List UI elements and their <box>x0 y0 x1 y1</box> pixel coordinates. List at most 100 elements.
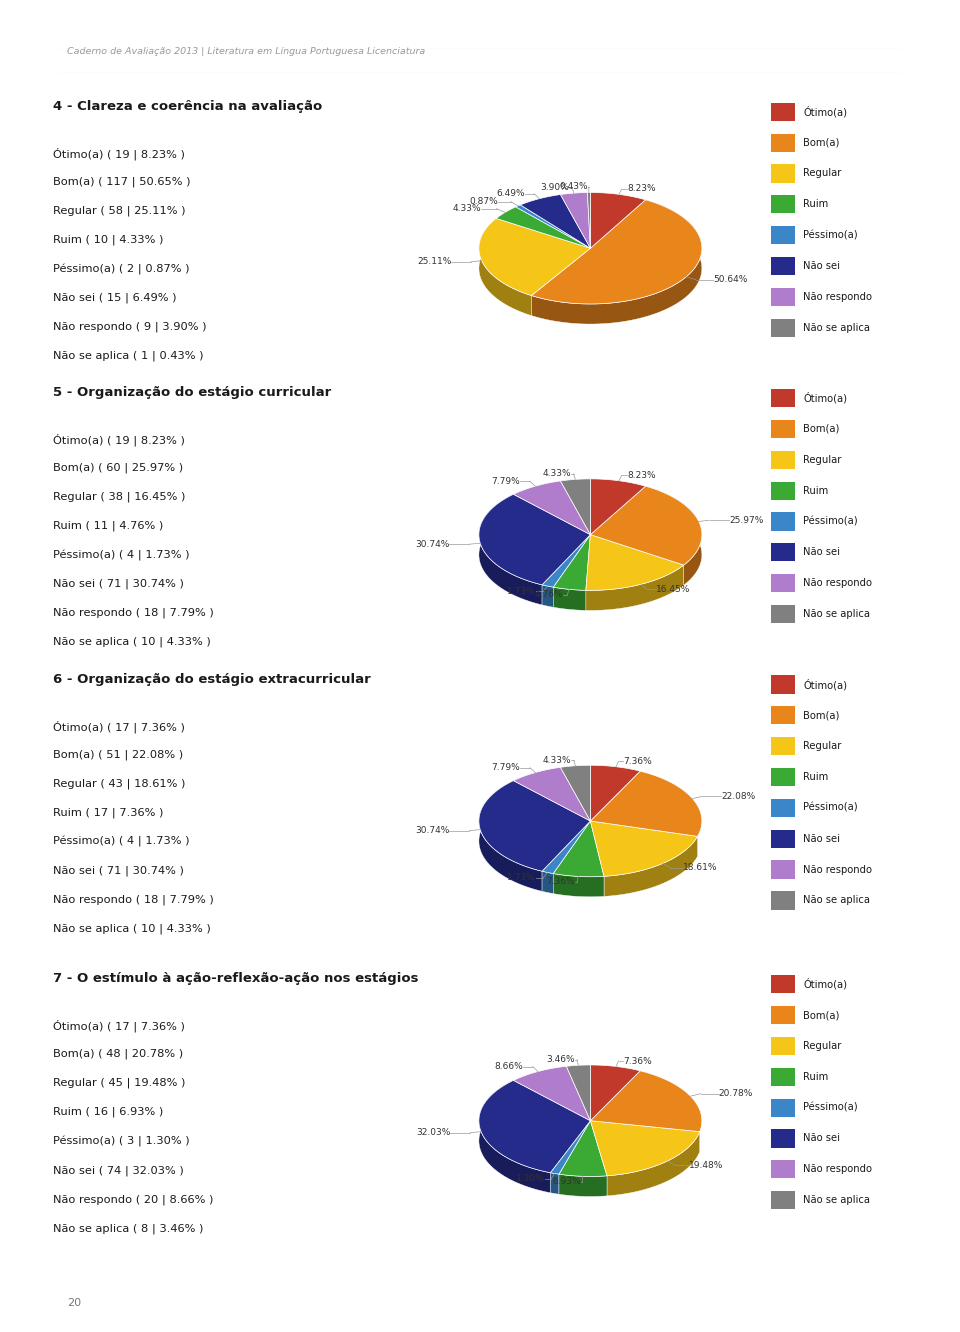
Text: 0.43%: 0.43% <box>560 182 588 192</box>
Text: Não sei: Não sei <box>804 261 840 270</box>
Text: Não sei ( 74 | 32.03% ): Não sei ( 74 | 32.03% ) <box>53 1166 183 1176</box>
Bar <box>772 830 795 848</box>
Polygon shape <box>542 821 590 874</box>
Text: 4.33%: 4.33% <box>453 204 481 213</box>
Text: Ruim: Ruim <box>804 200 828 209</box>
Text: Não respondo ( 9 | 3.90% ): Não respondo ( 9 | 3.90% ) <box>53 321 206 332</box>
Text: Não sei: Não sei <box>804 547 840 557</box>
Polygon shape <box>479 494 590 585</box>
Text: Bom(a) ( 60 | 25.97% ): Bom(a) ( 60 | 25.97% ) <box>53 462 183 473</box>
Text: 0.87%: 0.87% <box>468 197 497 206</box>
Text: 6.49%: 6.49% <box>496 189 525 198</box>
Text: Ruim: Ruim <box>804 1072 828 1082</box>
Polygon shape <box>561 766 590 821</box>
Text: Não sei: Não sei <box>804 1134 840 1143</box>
Polygon shape <box>542 585 553 607</box>
Text: 16.45%: 16.45% <box>656 585 690 594</box>
Text: 5 - Organização do estágio curricular: 5 - Organização do estágio curricular <box>53 386 331 400</box>
Polygon shape <box>553 534 590 590</box>
Text: Não se aplica: Não se aplica <box>804 1195 871 1205</box>
Text: Péssimo(a) ( 4 | 1.73% ): Péssimo(a) ( 4 | 1.73% ) <box>53 550 189 561</box>
Text: Péssimo(a): Péssimo(a) <box>804 230 858 240</box>
Text: Ruim: Ruim <box>804 773 828 782</box>
Text: 6 - Organização do estágio extracurricular: 6 - Organização do estágio extracurricul… <box>53 673 371 686</box>
Bar <box>772 450 795 469</box>
Text: 4.33%: 4.33% <box>542 469 571 478</box>
Text: Péssimo(a): Péssimo(a) <box>804 1103 858 1112</box>
Polygon shape <box>553 587 586 610</box>
Polygon shape <box>590 821 698 876</box>
Text: 4.33%: 4.33% <box>542 755 571 765</box>
Text: Bom(a): Bom(a) <box>804 137 840 148</box>
Text: Ótimo(a) ( 19 | 8.23% ): Ótimo(a) ( 19 | 8.23% ) <box>53 148 184 160</box>
Polygon shape <box>590 480 645 534</box>
Text: 1.73%: 1.73% <box>507 586 536 595</box>
Bar <box>772 675 795 694</box>
Text: Bom(a) ( 117 | 50.65% ): Bom(a) ( 117 | 50.65% ) <box>53 176 190 186</box>
Polygon shape <box>590 1066 640 1120</box>
Polygon shape <box>550 1172 559 1195</box>
Text: Ruim ( 16 | 6.93% ): Ruim ( 16 | 6.93% ) <box>53 1107 163 1118</box>
Text: Regular: Regular <box>804 454 842 465</box>
Text: 18.61%: 18.61% <box>684 863 718 872</box>
Bar <box>772 605 795 623</box>
Text: 7.79%: 7.79% <box>492 763 520 773</box>
Polygon shape <box>532 200 702 304</box>
Bar <box>772 891 795 910</box>
Bar <box>772 1191 795 1209</box>
Text: Péssimo(a): Péssimo(a) <box>804 803 858 813</box>
Text: Péssimo(a) ( 2 | 0.87% ): Péssimo(a) ( 2 | 0.87% ) <box>53 264 189 274</box>
Text: Não respondo: Não respondo <box>804 1164 873 1175</box>
Text: Ótimo(a) ( 19 | 8.23% ): Ótimo(a) ( 19 | 8.23% ) <box>53 434 184 446</box>
Text: Não respondo ( 20 | 8.66% ): Não respondo ( 20 | 8.66% ) <box>53 1193 213 1204</box>
Text: 8.23%: 8.23% <box>627 184 656 193</box>
Bar <box>772 1036 795 1055</box>
Polygon shape <box>542 534 590 587</box>
Text: Ótimo(a): Ótimo(a) <box>804 107 848 117</box>
Polygon shape <box>559 1120 607 1176</box>
Polygon shape <box>496 206 590 248</box>
Text: Ruim ( 17 | 7.36% ): Ruim ( 17 | 7.36% ) <box>53 807 163 818</box>
Text: Não se aplica ( 1 | 0.43% ): Não se aplica ( 1 | 0.43% ) <box>53 350 204 361</box>
Bar <box>772 513 795 530</box>
Bar <box>772 164 795 182</box>
Text: Não se aplica: Não se aplica <box>804 609 871 619</box>
Text: Ótimo(a): Ótimo(a) <box>804 393 848 404</box>
Polygon shape <box>553 874 604 896</box>
Bar <box>772 737 795 755</box>
Text: 6.93%: 6.93% <box>552 1177 581 1187</box>
Bar <box>772 975 795 994</box>
Bar <box>772 706 795 725</box>
Text: Não sei ( 71 | 30.74% ): Não sei ( 71 | 30.74% ) <box>53 579 183 590</box>
Text: 3.90%: 3.90% <box>540 182 569 192</box>
Bar <box>772 799 795 817</box>
Text: Não sei ( 15 | 6.49% ): Não sei ( 15 | 6.49% ) <box>53 293 177 304</box>
Text: 3.46%: 3.46% <box>546 1055 575 1064</box>
Bar <box>772 769 795 786</box>
Text: 7.79%: 7.79% <box>492 477 520 486</box>
Polygon shape <box>479 494 542 605</box>
Text: Não sei: Não sei <box>804 834 840 843</box>
Polygon shape <box>553 821 604 876</box>
Text: Ótimo(a): Ótimo(a) <box>804 979 848 990</box>
Text: 20: 20 <box>67 1297 82 1308</box>
Polygon shape <box>532 200 702 324</box>
Polygon shape <box>590 766 640 821</box>
Bar <box>772 288 795 306</box>
Text: Ótimo(a) ( 17 | 7.36% ): Ótimo(a) ( 17 | 7.36% ) <box>53 721 184 733</box>
Polygon shape <box>604 836 698 896</box>
Text: 8.66%: 8.66% <box>494 1062 523 1071</box>
Text: Ruim: Ruim <box>804 486 828 496</box>
Text: Ruim ( 11 | 4.76% ): Ruim ( 11 | 4.76% ) <box>53 521 163 531</box>
Text: 8.23%: 8.23% <box>627 470 656 480</box>
Bar <box>772 196 795 213</box>
Polygon shape <box>590 1120 700 1176</box>
Polygon shape <box>514 767 590 821</box>
Text: 32.03%: 32.03% <box>416 1128 450 1138</box>
Bar <box>772 389 795 408</box>
Bar <box>772 1099 795 1116</box>
Text: Não sei ( 71 | 30.74% ): Não sei ( 71 | 30.74% ) <box>53 866 183 876</box>
Polygon shape <box>520 194 590 248</box>
Text: Não respondo ( 18 | 7.79% ): Não respondo ( 18 | 7.79% ) <box>53 894 213 904</box>
Polygon shape <box>590 771 702 836</box>
